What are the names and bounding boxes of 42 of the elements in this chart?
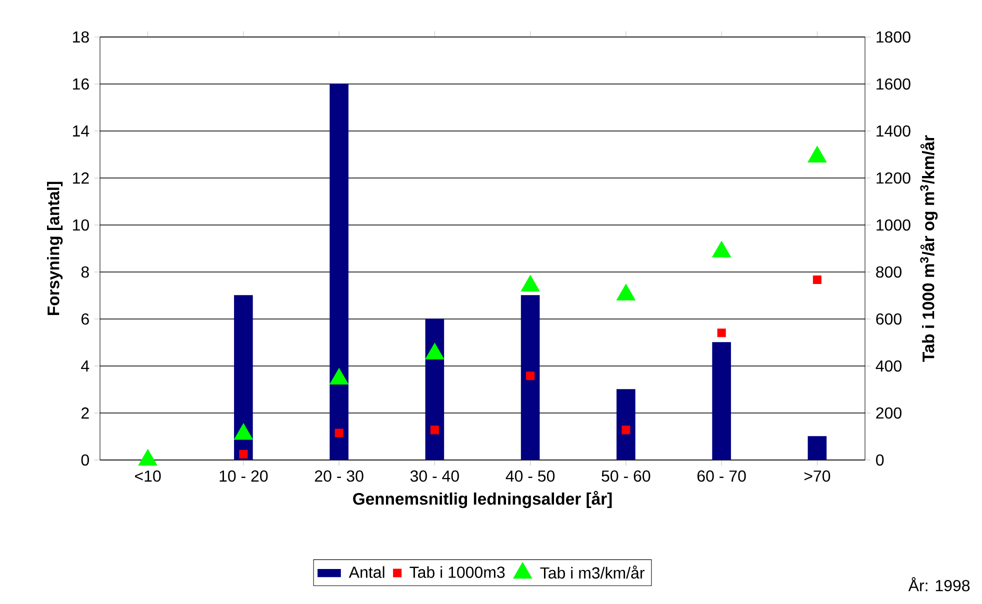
y-tick-label: 4 — [81, 360, 90, 372]
legend-label: Antal — [348, 566, 384, 578]
bar — [616, 389, 636, 460]
x-tick-label: <10 — [135, 470, 161, 482]
y2-tick-label: 1800 — [876, 31, 910, 43]
y2-tick-label: 0 — [876, 454, 884, 466]
y2-tick-label: 1400 — [876, 125, 910, 137]
x-tick-label: 20 - 30 — [314, 470, 364, 482]
y-tick-label: 10 — [73, 219, 89, 231]
y-tick-label: 14 — [73, 126, 90, 136]
y-tick-label: 6 — [82, 313, 89, 325]
x-tick-label: 50 - 60 — [602, 470, 650, 482]
x-tick-label: 60 - 70 — [697, 470, 746, 482]
y2-tick-label: 200 — [876, 407, 902, 419]
y-tick-label: 8 — [81, 266, 89, 278]
x-tick-label: >70 — [804, 470, 830, 482]
x-tick-label: 30 - 40 — [410, 470, 459, 482]
y2-axis-title: Tab i 1000 m$^{3}$/år og m$^{3}$/km/år — [920, 135, 938, 362]
bar — [520, 295, 540, 460]
y2-tick-label: 400 — [876, 360, 902, 372]
y2-tick-label: 600 — [876, 313, 902, 325]
y2-tick-label: 800 — [876, 266, 902, 278]
x-tick-label: 10 - 20 — [220, 470, 268, 482]
bar — [330, 84, 348, 460]
x-axis-title: Gennemsnitlig ledningsalder [år] — [353, 490, 612, 508]
y-axis-title: Forsyning [antal] — [47, 182, 63, 315]
y-tick-label: 12 — [73, 172, 89, 184]
y2-tick-label: 1600 — [876, 78, 910, 90]
legend-label: Tab i m3/km/år — [540, 566, 644, 579]
y-tick-label: 2 — [81, 407, 89, 419]
y-tick-label: 0 — [81, 454, 89, 466]
bar — [712, 342, 731, 460]
legend-label: Tab i 1000m3 — [410, 566, 505, 578]
bar — [808, 436, 827, 460]
bar — [425, 318, 444, 460]
bar — [234, 295, 253, 460]
y-tick-label: 18 — [73, 31, 89, 43]
text: År: 1998 — [908, 577, 970, 592]
y2-tick-label: 1200 — [876, 172, 910, 184]
y2-tick-label: 1000 — [876, 219, 910, 231]
y-tick-label: 16 — [73, 78, 89, 90]
x-tick-label: 40 - 50 — [506, 470, 555, 482]
